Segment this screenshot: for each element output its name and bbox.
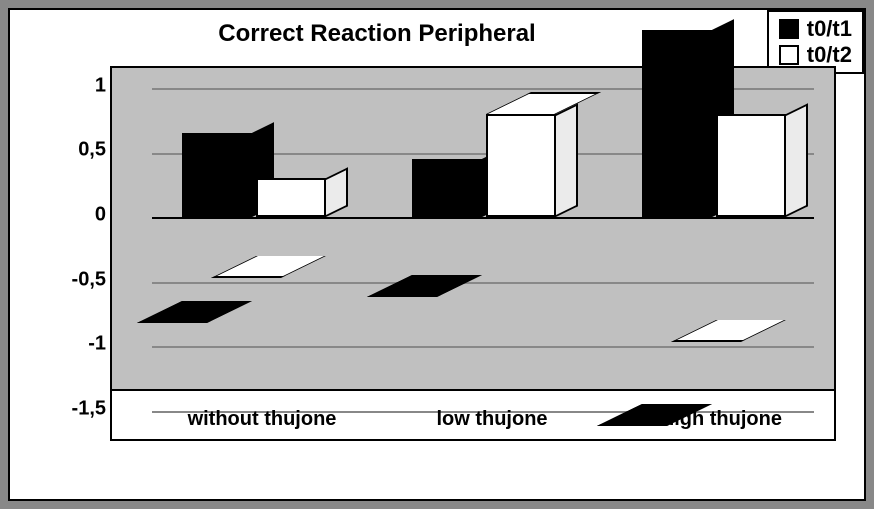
annotation-star: * bbox=[698, 184, 707, 212]
gridline bbox=[152, 346, 814, 348]
x-category-label: high thujone bbox=[662, 408, 782, 431]
gridline bbox=[152, 282, 814, 284]
legend-item: t0/t2 bbox=[779, 42, 852, 68]
chart-title: Correct Reaction Peripheral bbox=[10, 20, 744, 48]
plot-panel: * without thujone low thujone high thujo… bbox=[110, 66, 836, 441]
legend-label: t0/t2 bbox=[807, 42, 852, 68]
y-tick-label: 0,5 bbox=[58, 139, 106, 162]
y-tick-label: -1,5 bbox=[58, 398, 106, 421]
x-category-label: low thujone bbox=[436, 408, 547, 431]
x-category-label: without thujone bbox=[188, 408, 337, 431]
legend-item: t0/t1 bbox=[779, 16, 852, 42]
plot-area: * without thujone low thujone high thujo… bbox=[152, 88, 814, 389]
y-tick-label: -0,5 bbox=[58, 269, 106, 292]
y-tick-label: 0 bbox=[58, 204, 106, 227]
y-tick-label: 1 bbox=[58, 75, 106, 98]
zero-line bbox=[152, 217, 814, 219]
legend: t0/t1 t0/t2 bbox=[767, 10, 864, 74]
chart-frame: t0/t1 t0/t2 Correct Reaction Peripheral … bbox=[8, 8, 866, 501]
y-tick-label: -1 bbox=[58, 333, 106, 356]
legend-label: t0/t1 bbox=[807, 16, 852, 42]
square-outline-icon bbox=[779, 45, 799, 65]
square-filled-icon bbox=[779, 19, 799, 39]
